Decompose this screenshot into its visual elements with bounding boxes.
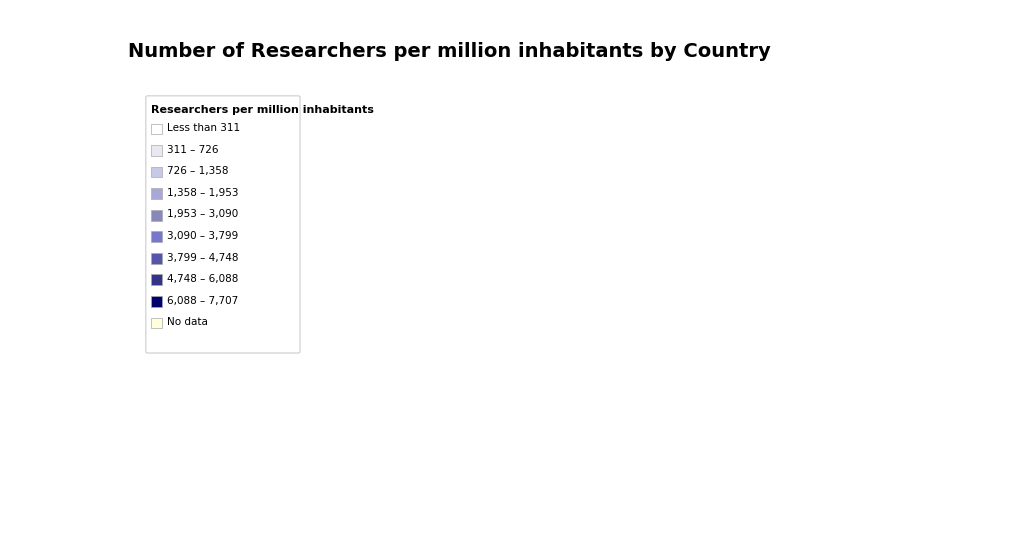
FancyBboxPatch shape: [152, 145, 162, 156]
FancyBboxPatch shape: [152, 274, 162, 285]
Text: Less than 311: Less than 311: [167, 123, 240, 133]
FancyBboxPatch shape: [152, 210, 162, 221]
Text: 726 – 1,358: 726 – 1,358: [167, 166, 228, 176]
FancyBboxPatch shape: [152, 124, 162, 134]
Text: 311 – 726: 311 – 726: [167, 145, 218, 154]
FancyBboxPatch shape: [152, 296, 162, 307]
Text: 4,748 – 6,088: 4,748 – 6,088: [167, 274, 239, 284]
Text: 1,953 – 3,090: 1,953 – 3,090: [167, 209, 238, 220]
FancyBboxPatch shape: [145, 96, 300, 353]
FancyBboxPatch shape: [152, 318, 162, 328]
Text: 1,358 – 1,953: 1,358 – 1,953: [167, 188, 239, 198]
Text: 3,090 – 3,799: 3,090 – 3,799: [167, 231, 238, 241]
FancyBboxPatch shape: [152, 231, 162, 242]
FancyBboxPatch shape: [152, 188, 162, 199]
FancyBboxPatch shape: [152, 253, 162, 264]
Text: Researchers per million inhabitants: Researchers per million inhabitants: [152, 105, 374, 115]
FancyBboxPatch shape: [152, 167, 162, 177]
Text: 6,088 – 7,707: 6,088 – 7,707: [167, 295, 238, 306]
Text: 3,799 – 4,748: 3,799 – 4,748: [167, 253, 239, 262]
Text: Number of Researchers per million inhabitants by Country: Number of Researchers per million inhabi…: [128, 42, 771, 61]
Text: No data: No data: [167, 317, 208, 327]
